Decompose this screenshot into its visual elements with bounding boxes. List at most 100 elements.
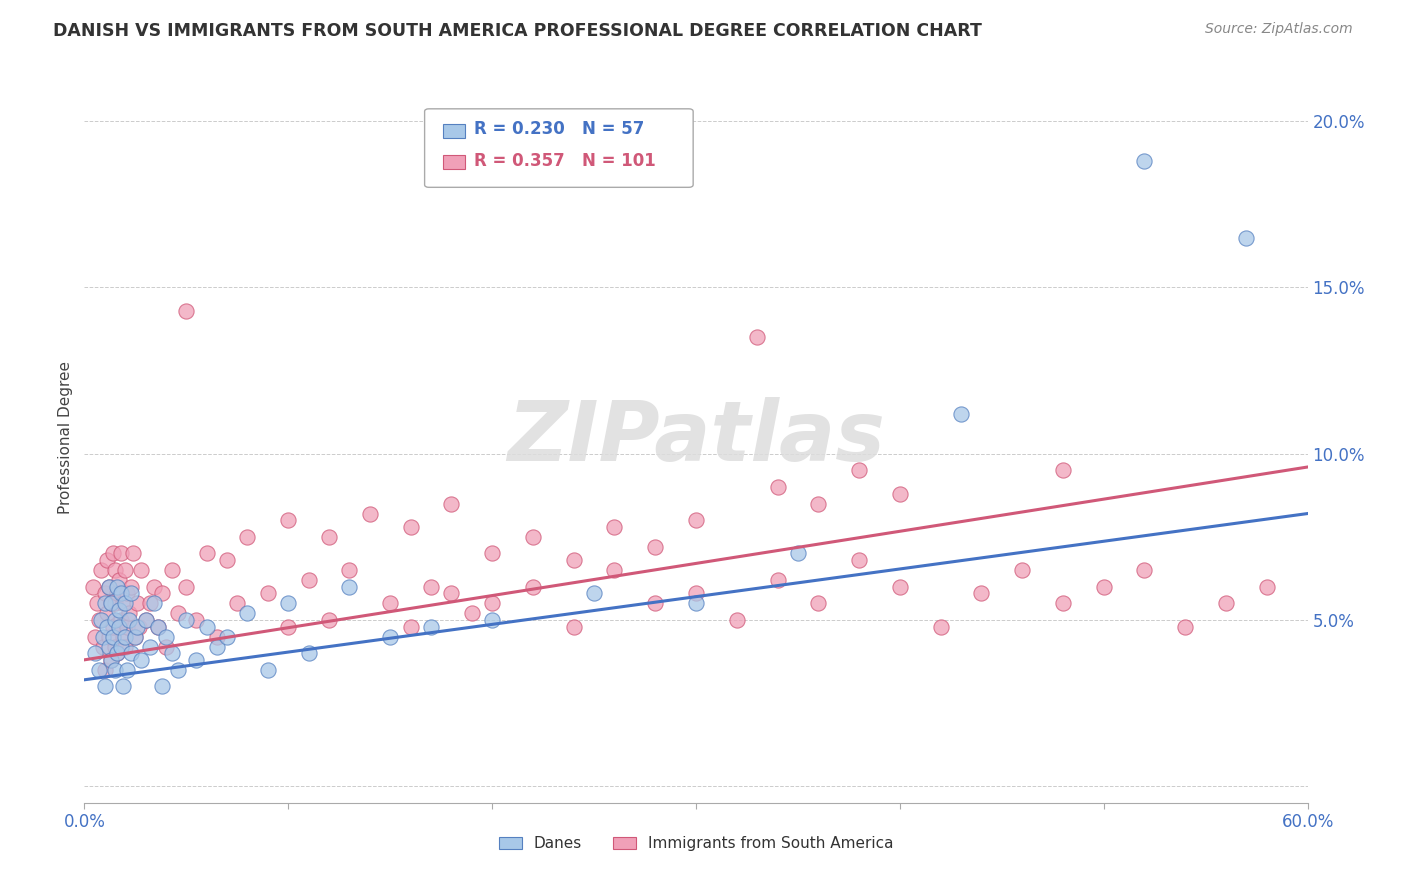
Point (131, 653, 153, 667)
Point (115, 586, 138, 600)
Text: Source: ZipAtlas.com: Source: ZipAtlas.com (1205, 22, 1353, 37)
Point (101, 630, 124, 644)
Point (104, 596, 127, 610)
Point (97, 640, 120, 654)
Point (87, 663, 110, 677)
Point (277, 596, 299, 610)
Point (90, 563, 112, 577)
Point (97, 630, 120, 644)
Point (174, 303, 197, 318)
Point (91, 630, 114, 644)
Point (217, 630, 239, 644)
Point (848, 463, 870, 477)
Point (96, 619, 118, 633)
Point (1236, 230, 1258, 244)
Point (1052, 463, 1074, 477)
Point (889, 486, 911, 500)
Point (889, 580, 911, 594)
Point (108, 619, 131, 633)
Point (440, 586, 463, 600)
Point (766, 480, 789, 494)
Point (174, 613, 197, 627)
Point (124, 630, 146, 644)
Point (461, 607, 484, 621)
Point (195, 619, 218, 633)
Point (205, 640, 228, 654)
Point (100, 596, 122, 610)
Point (101, 619, 124, 633)
Point (277, 513, 299, 527)
Point (146, 619, 169, 633)
Point (110, 640, 132, 654)
Point (122, 546, 145, 560)
Point (970, 586, 993, 600)
Point (167, 663, 190, 677)
Point (114, 596, 136, 610)
Point (481, 546, 503, 560)
Point (101, 546, 124, 560)
Point (685, 596, 707, 610)
Point (138, 596, 160, 610)
Point (217, 553, 239, 567)
Point (420, 619, 443, 633)
Point (481, 596, 503, 610)
Point (583, 586, 606, 600)
Point (1215, 596, 1237, 610)
Point (96, 553, 118, 567)
Point (114, 640, 136, 654)
Point (97, 580, 120, 594)
Point (105, 646, 128, 660)
Point (120, 646, 142, 660)
Legend: Danes, Immigrants from South America: Danes, Immigrants from South America (492, 830, 900, 857)
Point (257, 663, 280, 677)
Point (481, 613, 503, 627)
Point (100, 596, 122, 610)
Point (298, 573, 321, 587)
Point (380, 630, 402, 644)
Point (93, 663, 115, 677)
Point (108, 619, 131, 633)
Point (277, 619, 299, 633)
Point (105, 646, 128, 660)
Point (135, 613, 157, 627)
Point (766, 573, 789, 587)
Point (339, 580, 361, 594)
Point (110, 613, 132, 627)
Y-axis label: Professional Degree: Professional Degree (58, 360, 73, 514)
Point (104, 613, 127, 627)
Point (747, 330, 769, 344)
Point (725, 613, 748, 627)
Point (603, 520, 626, 534)
Point (1256, 580, 1278, 594)
Point (420, 580, 443, 594)
Point (644, 540, 666, 554)
Point (127, 596, 149, 610)
Point (82, 580, 104, 594)
Point (97, 580, 120, 594)
Point (105, 580, 128, 594)
Point (1052, 596, 1074, 610)
Point (685, 586, 707, 600)
Point (96, 607, 118, 621)
Point (104, 663, 127, 677)
Point (138, 640, 160, 654)
Point (359, 507, 381, 521)
Point (160, 563, 183, 577)
Text: DANISH VS IMMIGRANTS FROM SOUTH AMERICA PROFESSIONAL DEGREE CORRELATION CHART: DANISH VS IMMIGRANTS FROM SOUTH AMERICA … (53, 22, 983, 40)
Point (93, 596, 115, 610)
Point (186, 613, 208, 627)
Point (174, 580, 197, 594)
Point (93, 680, 115, 694)
Point (399, 619, 422, 633)
Point (1011, 563, 1033, 577)
Point (339, 563, 361, 577)
Point (83, 646, 105, 660)
Point (146, 619, 169, 633)
Point (105, 586, 128, 600)
Point (93, 586, 115, 600)
Point (160, 646, 183, 660)
Point (124, 630, 146, 644)
Point (115, 619, 138, 633)
Point (399, 520, 422, 534)
Point (226, 596, 249, 610)
